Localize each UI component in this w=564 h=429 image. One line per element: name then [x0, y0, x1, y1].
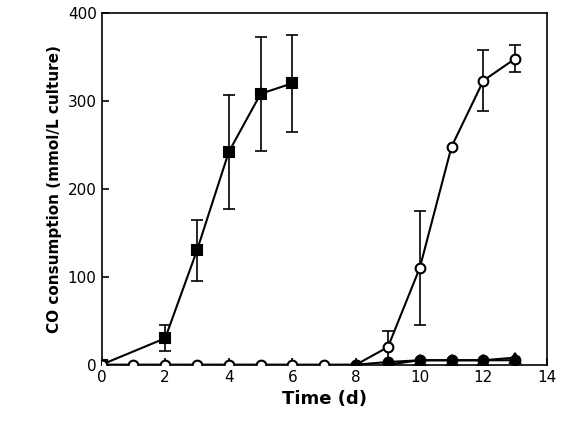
- X-axis label: Time (d): Time (d): [282, 390, 367, 408]
- Y-axis label: CO consumption (mmol/L culture): CO consumption (mmol/L culture): [47, 45, 62, 333]
